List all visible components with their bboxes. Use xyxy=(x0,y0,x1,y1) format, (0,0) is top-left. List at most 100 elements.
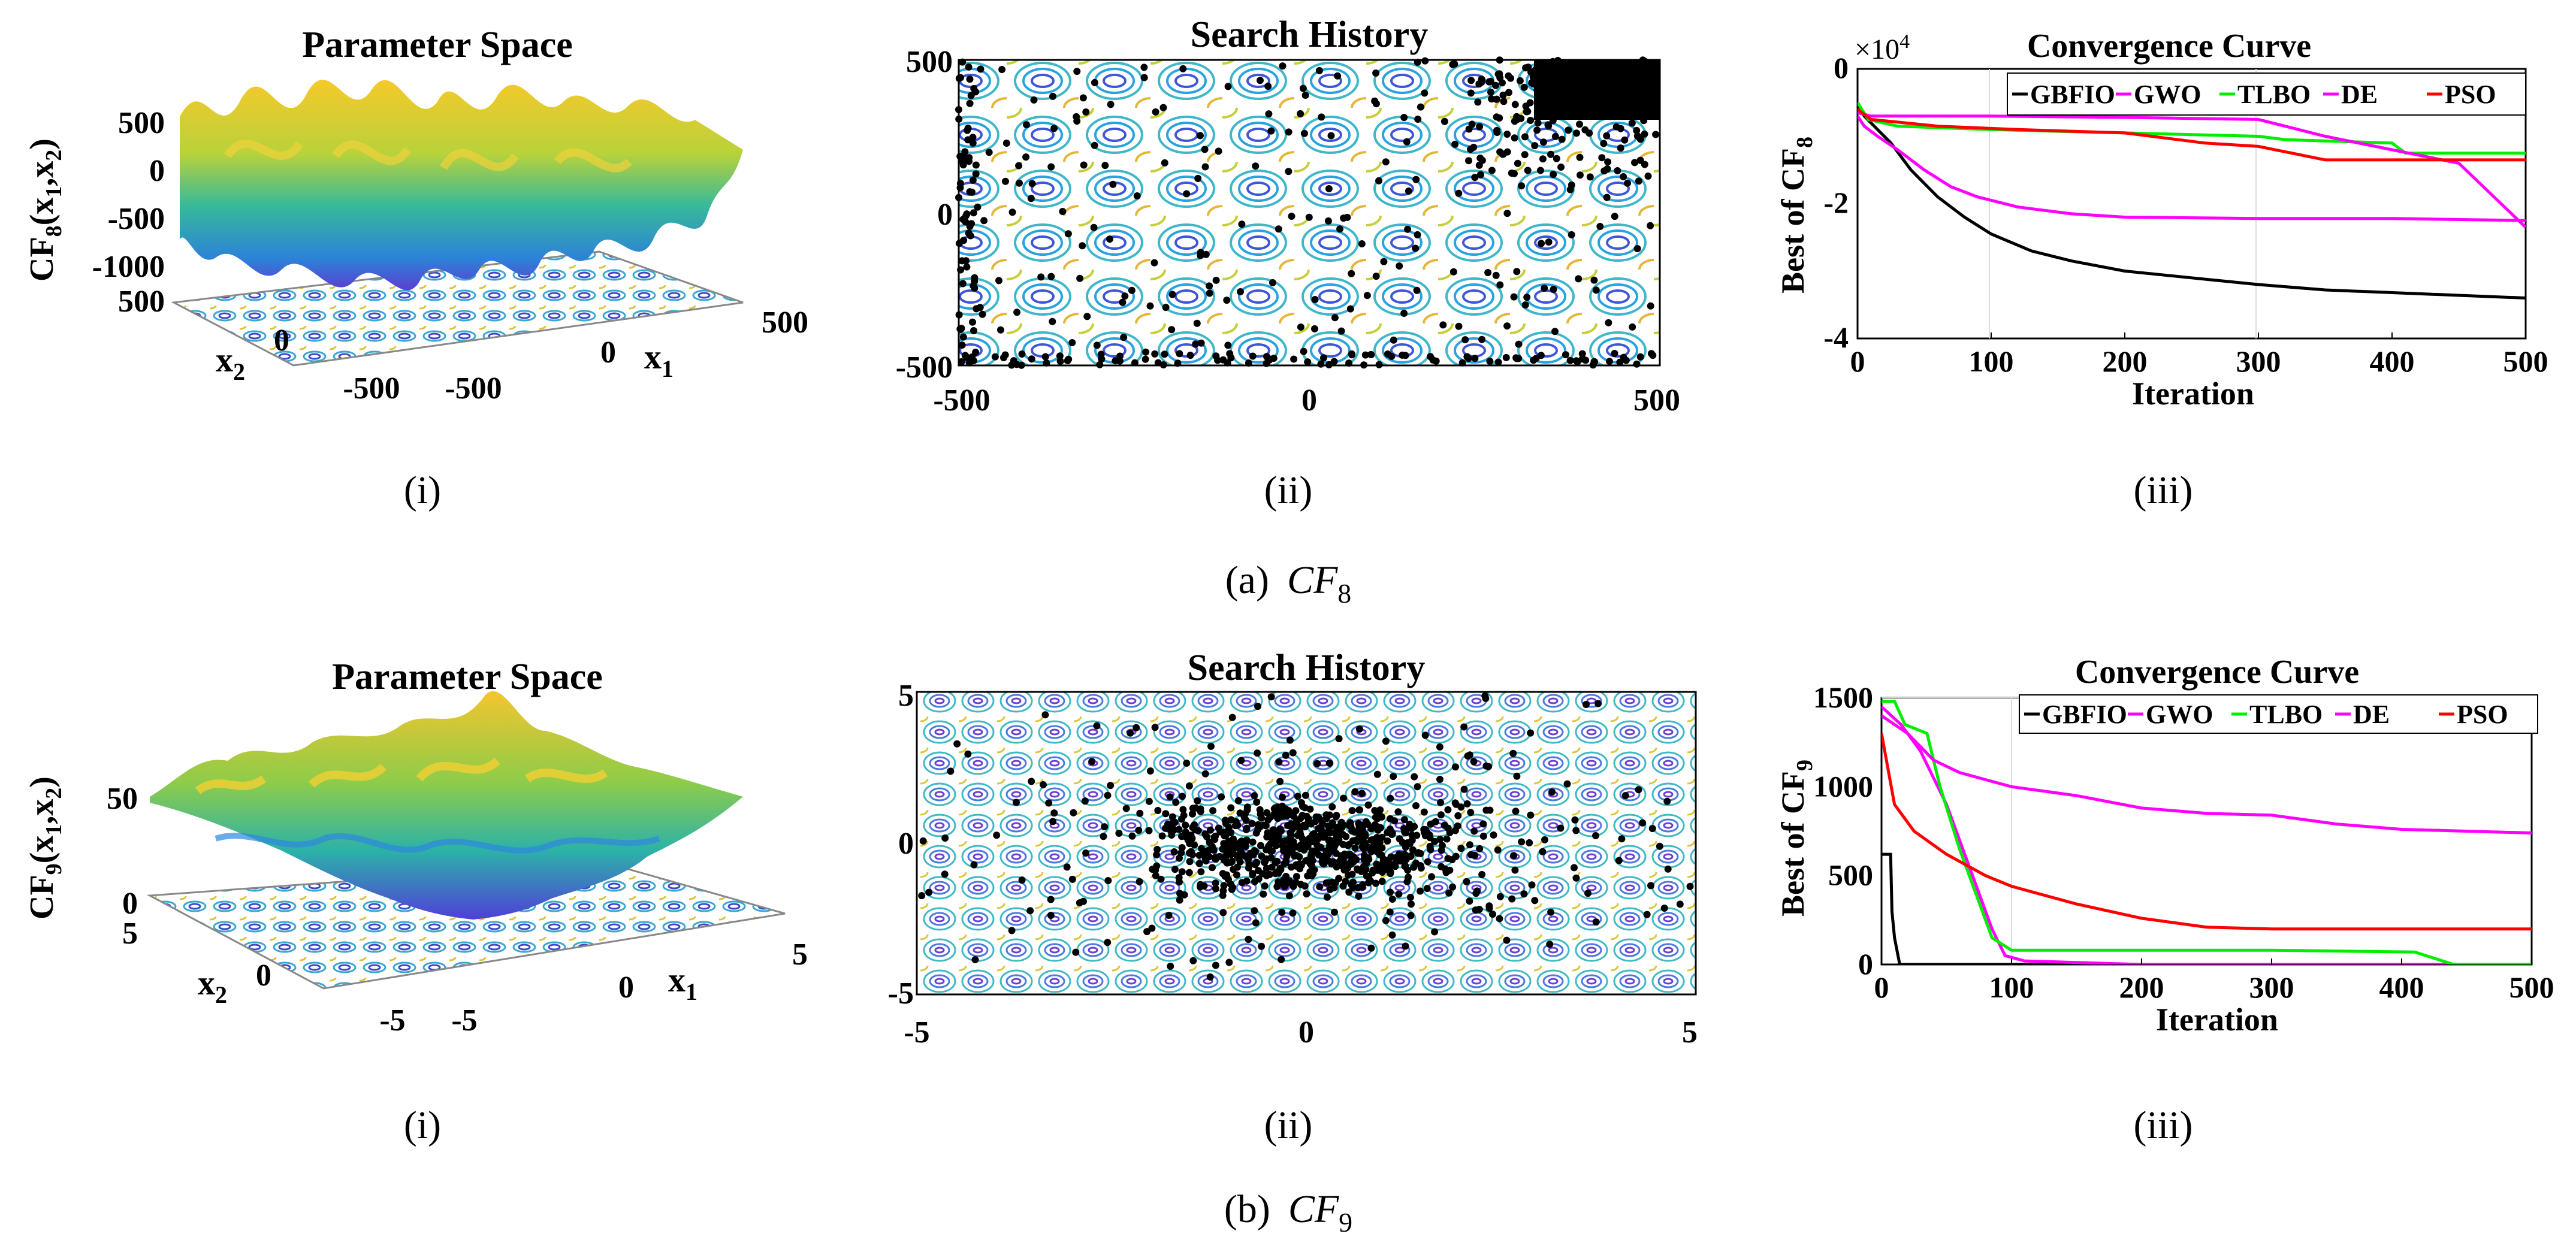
search-point xyxy=(1286,736,1294,744)
search-point xyxy=(1278,908,1286,916)
search-point xyxy=(1641,130,1648,138)
search-point xyxy=(1385,867,1393,874)
search-point xyxy=(1431,928,1439,936)
search-point xyxy=(1312,813,1320,821)
search-point xyxy=(1101,823,1109,831)
search-point xyxy=(1633,245,1641,252)
search-point xyxy=(961,148,969,156)
search-point xyxy=(1391,817,1399,825)
legend-label: GBFIO xyxy=(2030,80,2115,109)
x-tick: 300 xyxy=(2249,970,2294,1004)
y-tick: -4 xyxy=(1823,320,1849,354)
search-point xyxy=(1351,788,1359,796)
search-point xyxy=(1028,778,1035,785)
search-point xyxy=(1320,354,1327,362)
search-point xyxy=(1195,860,1203,867)
search-point xyxy=(1177,849,1185,857)
search-point xyxy=(1128,832,1136,840)
legend: GBFIO GWO TLBO DE PSO xyxy=(2019,694,2538,734)
search-point xyxy=(1272,870,1279,878)
search-point xyxy=(1507,74,1514,82)
search-point xyxy=(1328,822,1336,830)
search-point xyxy=(1206,973,1214,981)
search-point xyxy=(1263,872,1270,879)
search-point xyxy=(1178,868,1186,876)
search-point xyxy=(964,126,971,134)
y-tick: 5 xyxy=(898,679,914,713)
search-point xyxy=(1076,899,1083,907)
search-point xyxy=(1313,760,1321,767)
panel-a-search-history: Search History 500 0 -500 -500 0 500 xyxy=(896,14,1680,418)
search-point xyxy=(1629,323,1636,331)
search-point xyxy=(1496,70,1503,78)
search-point xyxy=(1628,119,1636,127)
search-point xyxy=(1452,763,1459,771)
search-point xyxy=(1467,851,1475,858)
search-point xyxy=(1315,66,1323,74)
search-point xyxy=(1068,339,1076,346)
search-point xyxy=(1586,129,1593,137)
search-point xyxy=(1043,359,1050,367)
search-point xyxy=(1219,845,1227,853)
search-point xyxy=(1272,842,1280,849)
search-point xyxy=(1410,863,1418,871)
search-point xyxy=(958,341,966,349)
search-point xyxy=(1541,285,1548,292)
search-point xyxy=(1096,361,1104,368)
search-point xyxy=(1390,773,1397,781)
search-point xyxy=(1479,820,1487,828)
panel-a-convergence: Convergence Curve ×104 GBFIO GWO TLBO DE PSO… xyxy=(1775,28,2548,412)
legend-label: DE xyxy=(2341,80,2378,109)
search-point xyxy=(1492,271,1500,279)
search-point xyxy=(1281,837,1289,845)
search-point xyxy=(1338,824,1346,831)
search-point xyxy=(1279,793,1287,801)
search-point xyxy=(1200,882,1208,890)
search-point xyxy=(1082,108,1090,116)
search-point xyxy=(972,88,980,96)
search-point xyxy=(1375,177,1383,185)
x1-tick: 0 xyxy=(618,970,634,1005)
search-point xyxy=(1516,77,1524,84)
search-point xyxy=(1620,353,1627,361)
search-point xyxy=(1482,762,1490,770)
search-point xyxy=(997,326,1004,334)
search-point xyxy=(1212,885,1219,893)
search-point xyxy=(1286,811,1294,818)
search-point xyxy=(969,139,977,147)
search-point xyxy=(1676,900,1684,908)
x-tick: 200 xyxy=(2103,344,2148,378)
search-point xyxy=(955,311,963,319)
search-point xyxy=(1104,877,1112,884)
x2-tick: 5 xyxy=(122,917,138,951)
search-point xyxy=(1040,781,1047,788)
search-point xyxy=(1440,117,1448,125)
search-point xyxy=(967,232,974,240)
search-point xyxy=(1400,816,1408,824)
search-point xyxy=(1116,352,1124,360)
search-point xyxy=(1327,132,1335,140)
search-point xyxy=(1228,885,1236,893)
search-point xyxy=(1301,882,1309,890)
search-point xyxy=(1328,878,1336,886)
search-point xyxy=(1176,854,1183,862)
search-point xyxy=(1263,833,1271,841)
search-point xyxy=(995,277,1002,285)
series-line-gwo xyxy=(1858,115,2526,222)
search-point xyxy=(1176,896,1183,904)
search-point xyxy=(1503,210,1511,217)
search-point xyxy=(1168,326,1176,334)
search-point xyxy=(1527,811,1535,819)
search-point xyxy=(1531,142,1539,150)
search-point xyxy=(1565,126,1572,134)
search-point xyxy=(969,176,977,184)
search-point xyxy=(1660,905,1668,912)
search-point xyxy=(1308,872,1316,879)
x1-tick: -500 xyxy=(445,371,502,406)
surface-mesh xyxy=(180,80,743,291)
panel-title: Parameter Space xyxy=(332,657,603,697)
search-point xyxy=(1546,941,1554,948)
x1-tick: 5 xyxy=(792,938,808,972)
search-point xyxy=(964,750,972,758)
search-point xyxy=(1575,275,1583,283)
